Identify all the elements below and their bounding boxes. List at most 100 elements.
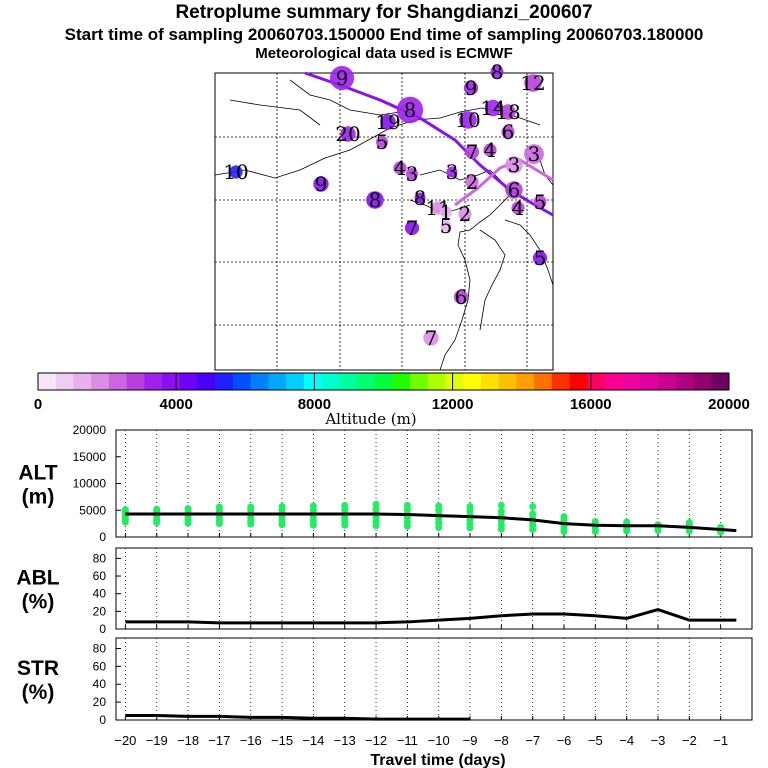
- colorbar-swatch: [480, 373, 500, 390]
- cluster-dot: [340, 126, 356, 142]
- cluster-marker: 8: [366, 188, 384, 212]
- x-tick-label: −1: [713, 733, 728, 748]
- x-tick-label: −8: [494, 733, 509, 748]
- colorbar-tick-label: 12000: [432, 396, 474, 413]
- cluster-marker: 4: [393, 156, 407, 180]
- met-data-label: Meteorological data used is ECMWF: [255, 45, 513, 62]
- x-tick-label: −4: [619, 733, 634, 748]
- cluster-label: 7: [406, 216, 419, 240]
- cluster-marker: 4: [483, 138, 497, 162]
- particle-point: [341, 501, 349, 509]
- colorbar-swatch: [55, 373, 74, 390]
- colorbar-swatch: [551, 373, 571, 390]
- panel-label: STR: [17, 657, 59, 680]
- cluster-marker: 6: [501, 120, 515, 144]
- cluster-dot: [396, 96, 424, 124]
- particle-point: [466, 503, 474, 511]
- cluster-dot: [375, 135, 389, 149]
- panel-label: ALT: [18, 462, 57, 485]
- cluster-marker: 3: [524, 142, 544, 166]
- cluster-dot: [446, 166, 458, 178]
- panel-str: 0 20 40 60 80 STR(%): [17, 637, 753, 727]
- colorbar-tick-label: 8000: [298, 396, 331, 413]
- cluster-marker: 5: [532, 246, 548, 270]
- cluster-marker: 9: [313, 172, 329, 196]
- colorbar-swatch: [463, 373, 482, 390]
- particle-point: [435, 502, 443, 510]
- y-tick-label: 60: [93, 569, 107, 583]
- cluster-dot: [366, 191, 384, 209]
- cluster-marker: 19: [375, 110, 400, 134]
- cluster-dot: [329, 65, 355, 91]
- colorbar-swatch: [286, 373, 305, 390]
- colorbar-swatch: [374, 373, 393, 390]
- cluster-label: 12: [520, 71, 545, 95]
- cluster-label: 6: [508, 178, 521, 202]
- x-axis: −20 −19 −18 −17 −16 −15 −14 −13 −12 −11 −10 −9 −8 −7 −…: [114, 733, 728, 768]
- cluster-dot: [404, 220, 420, 236]
- particle-point: [278, 503, 286, 511]
- cluster-dot: [532, 250, 548, 266]
- colorbar-swatch: [126, 373, 145, 390]
- panel-label: ABL: [16, 567, 59, 590]
- particle-point: [372, 500, 380, 508]
- cluster-dot: [511, 201, 525, 215]
- y-tick-label: 80: [93, 641, 107, 655]
- cluster-label: 4: [394, 156, 407, 180]
- cluster-dot: [229, 165, 243, 179]
- colorbar-swatch: [197, 373, 216, 390]
- cluster-label: 9: [465, 76, 478, 100]
- colorbar-swatch: [534, 373, 553, 390]
- cluster-dot: [380, 114, 396, 130]
- colorbar-swatch: [91, 373, 110, 390]
- particle-point: [529, 510, 537, 518]
- panel-frame: [115, 637, 753, 721]
- panel-unit: (%): [22, 681, 55, 704]
- y-tick-label: 10000: [73, 477, 107, 491]
- cluster-dot: [464, 144, 480, 160]
- y-tick-label: 0: [99, 530, 106, 544]
- colorbar-swatch: [587, 373, 606, 390]
- x-tick-label: −15: [271, 733, 293, 748]
- colorbar-swatch: [604, 373, 624, 390]
- cluster-label: 20: [335, 122, 360, 146]
- x-tick-label: −5: [588, 733, 603, 748]
- particle-point: [309, 502, 317, 510]
- colorbar-swatch: [108, 373, 128, 390]
- y-tick-label: 20: [93, 695, 107, 709]
- panel-unit: (m): [22, 486, 55, 509]
- sampling-times: Start time of sampling 20060703.150000 E…: [64, 25, 704, 44]
- cluster-marker: 6: [505, 178, 523, 202]
- cluster-label: 5: [534, 190, 547, 214]
- cluster-marker: 6: [453, 285, 469, 309]
- cluster-dot: [414, 192, 426, 204]
- y-tick-label: 20: [93, 604, 107, 618]
- colorbar-swatch: [622, 373, 641, 390]
- cluster-dot: [393, 161, 407, 175]
- colorbar-swatch: [693, 373, 712, 390]
- chart-title: Retroplume summary for Shangdianzi_20060…: [175, 2, 593, 23]
- particle-point: [560, 513, 568, 521]
- series-line: [125, 512, 737, 533]
- cluster-dot: [453, 289, 469, 305]
- cluster-dot: [423, 330, 439, 346]
- cluster-marker: 5: [376, 130, 389, 154]
- cluster-label: 10: [455, 108, 480, 132]
- particle-point: [184, 505, 192, 513]
- cluster-label: 19: [375, 110, 400, 134]
- trajectory-secondary: [454, 158, 554, 207]
- cluster-marker: 8: [490, 60, 504, 84]
- cluster-marker: 2: [458, 202, 472, 226]
- colorbar-swatch: [392, 373, 411, 390]
- cluster-dot: [463, 80, 479, 96]
- y-tick-label: 80: [93, 551, 107, 565]
- colorbar-swatch: [232, 373, 252, 390]
- particle-point: [403, 501, 411, 509]
- cluster-dot: [484, 99, 502, 117]
- cluster-marker: 1: [440, 200, 453, 224]
- y-tick-label: 60: [93, 659, 107, 673]
- colorbar-tick-label: 4000: [160, 396, 193, 413]
- colorbar-swatch: [516, 373, 535, 390]
- colorbar-tick-label: 0: [34, 396, 42, 413]
